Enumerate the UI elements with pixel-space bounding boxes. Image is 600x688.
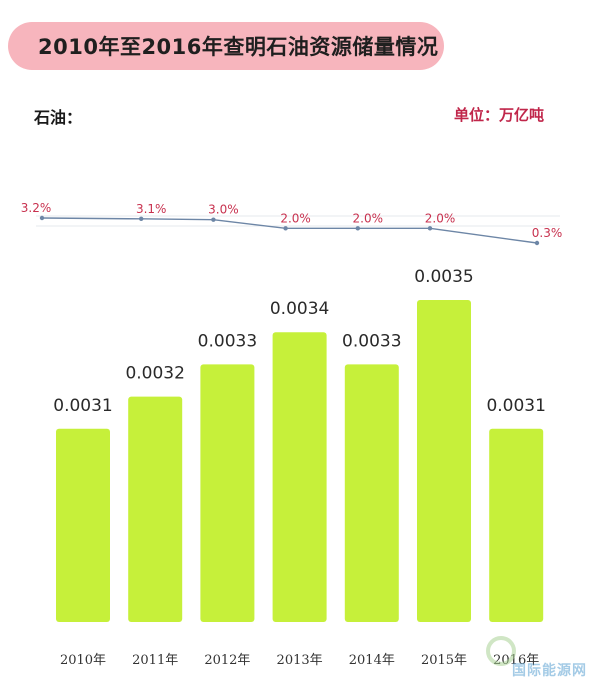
bar [489,428,544,622]
chart-title-banner: 2010年至2016年查明石油资源储量情况 [8,22,444,70]
x-tick-label: 2015年 [421,653,467,668]
bar [128,396,183,622]
line-point [283,226,288,231]
chart-title: 2010年至2016年查明石油资源储量情况 [38,35,439,59]
line-point [355,226,360,231]
bar [344,364,399,622]
line-value-label: 0.3% [532,226,563,240]
bar [200,364,255,622]
bar-value-label: 0.0035 [414,267,473,287]
line-value-label: 3.1% [136,202,167,216]
growth-line-layer: 3.2% 3.1% 3.0% 2.0% 2.0% 2.0% 0.3% [21,201,563,246]
line-point [211,217,216,222]
bar [56,428,110,622]
line-value-label: 3.0% [208,203,239,217]
line-point [139,216,144,222]
bar-value-label: 0.0031 [53,396,112,416]
bar-value-label: 0.0031 [486,396,545,416]
line-point [534,240,540,246]
line-value-label: 2.0% [425,211,456,225]
x-tick-label: 2011年 [132,653,178,668]
x-axis-labels: 2010年 2011年 2012年 2013年 2014年 2015年 2016年 [60,653,539,668]
watermark-text: 国际能源网 [512,663,587,679]
bar-layer: 0.0031 0.0032 0.0033 0.0034 0.0033 0.0035 0.00… [53,267,546,622]
unit-label: 单位：万亿吨 [453,106,544,124]
line-value-label: 2.0% [353,211,384,225]
x-tick-label: 2010年 [60,653,106,668]
bar [272,332,327,622]
bar [417,300,471,622]
line-value-label: 3.2% [21,201,52,215]
x-tick-label: 2014年 [349,653,395,668]
bar-value-label: 0.0034 [270,299,329,319]
line-value-label: 2.0% [280,211,311,225]
x-tick-label: 2013年 [277,653,323,668]
x-tick-label: 2012年 [204,653,250,668]
bar-value-label: 0.0033 [342,331,401,351]
series-label: 石油： [34,108,83,127]
bar-value-label: 0.0033 [198,331,257,351]
line-point [427,226,433,231]
line-point [39,215,45,221]
watermark-icon [486,636,516,666]
watermark-logo: 国际能源网 [482,632,592,682]
bar-value-label: 0.0032 [125,364,184,384]
